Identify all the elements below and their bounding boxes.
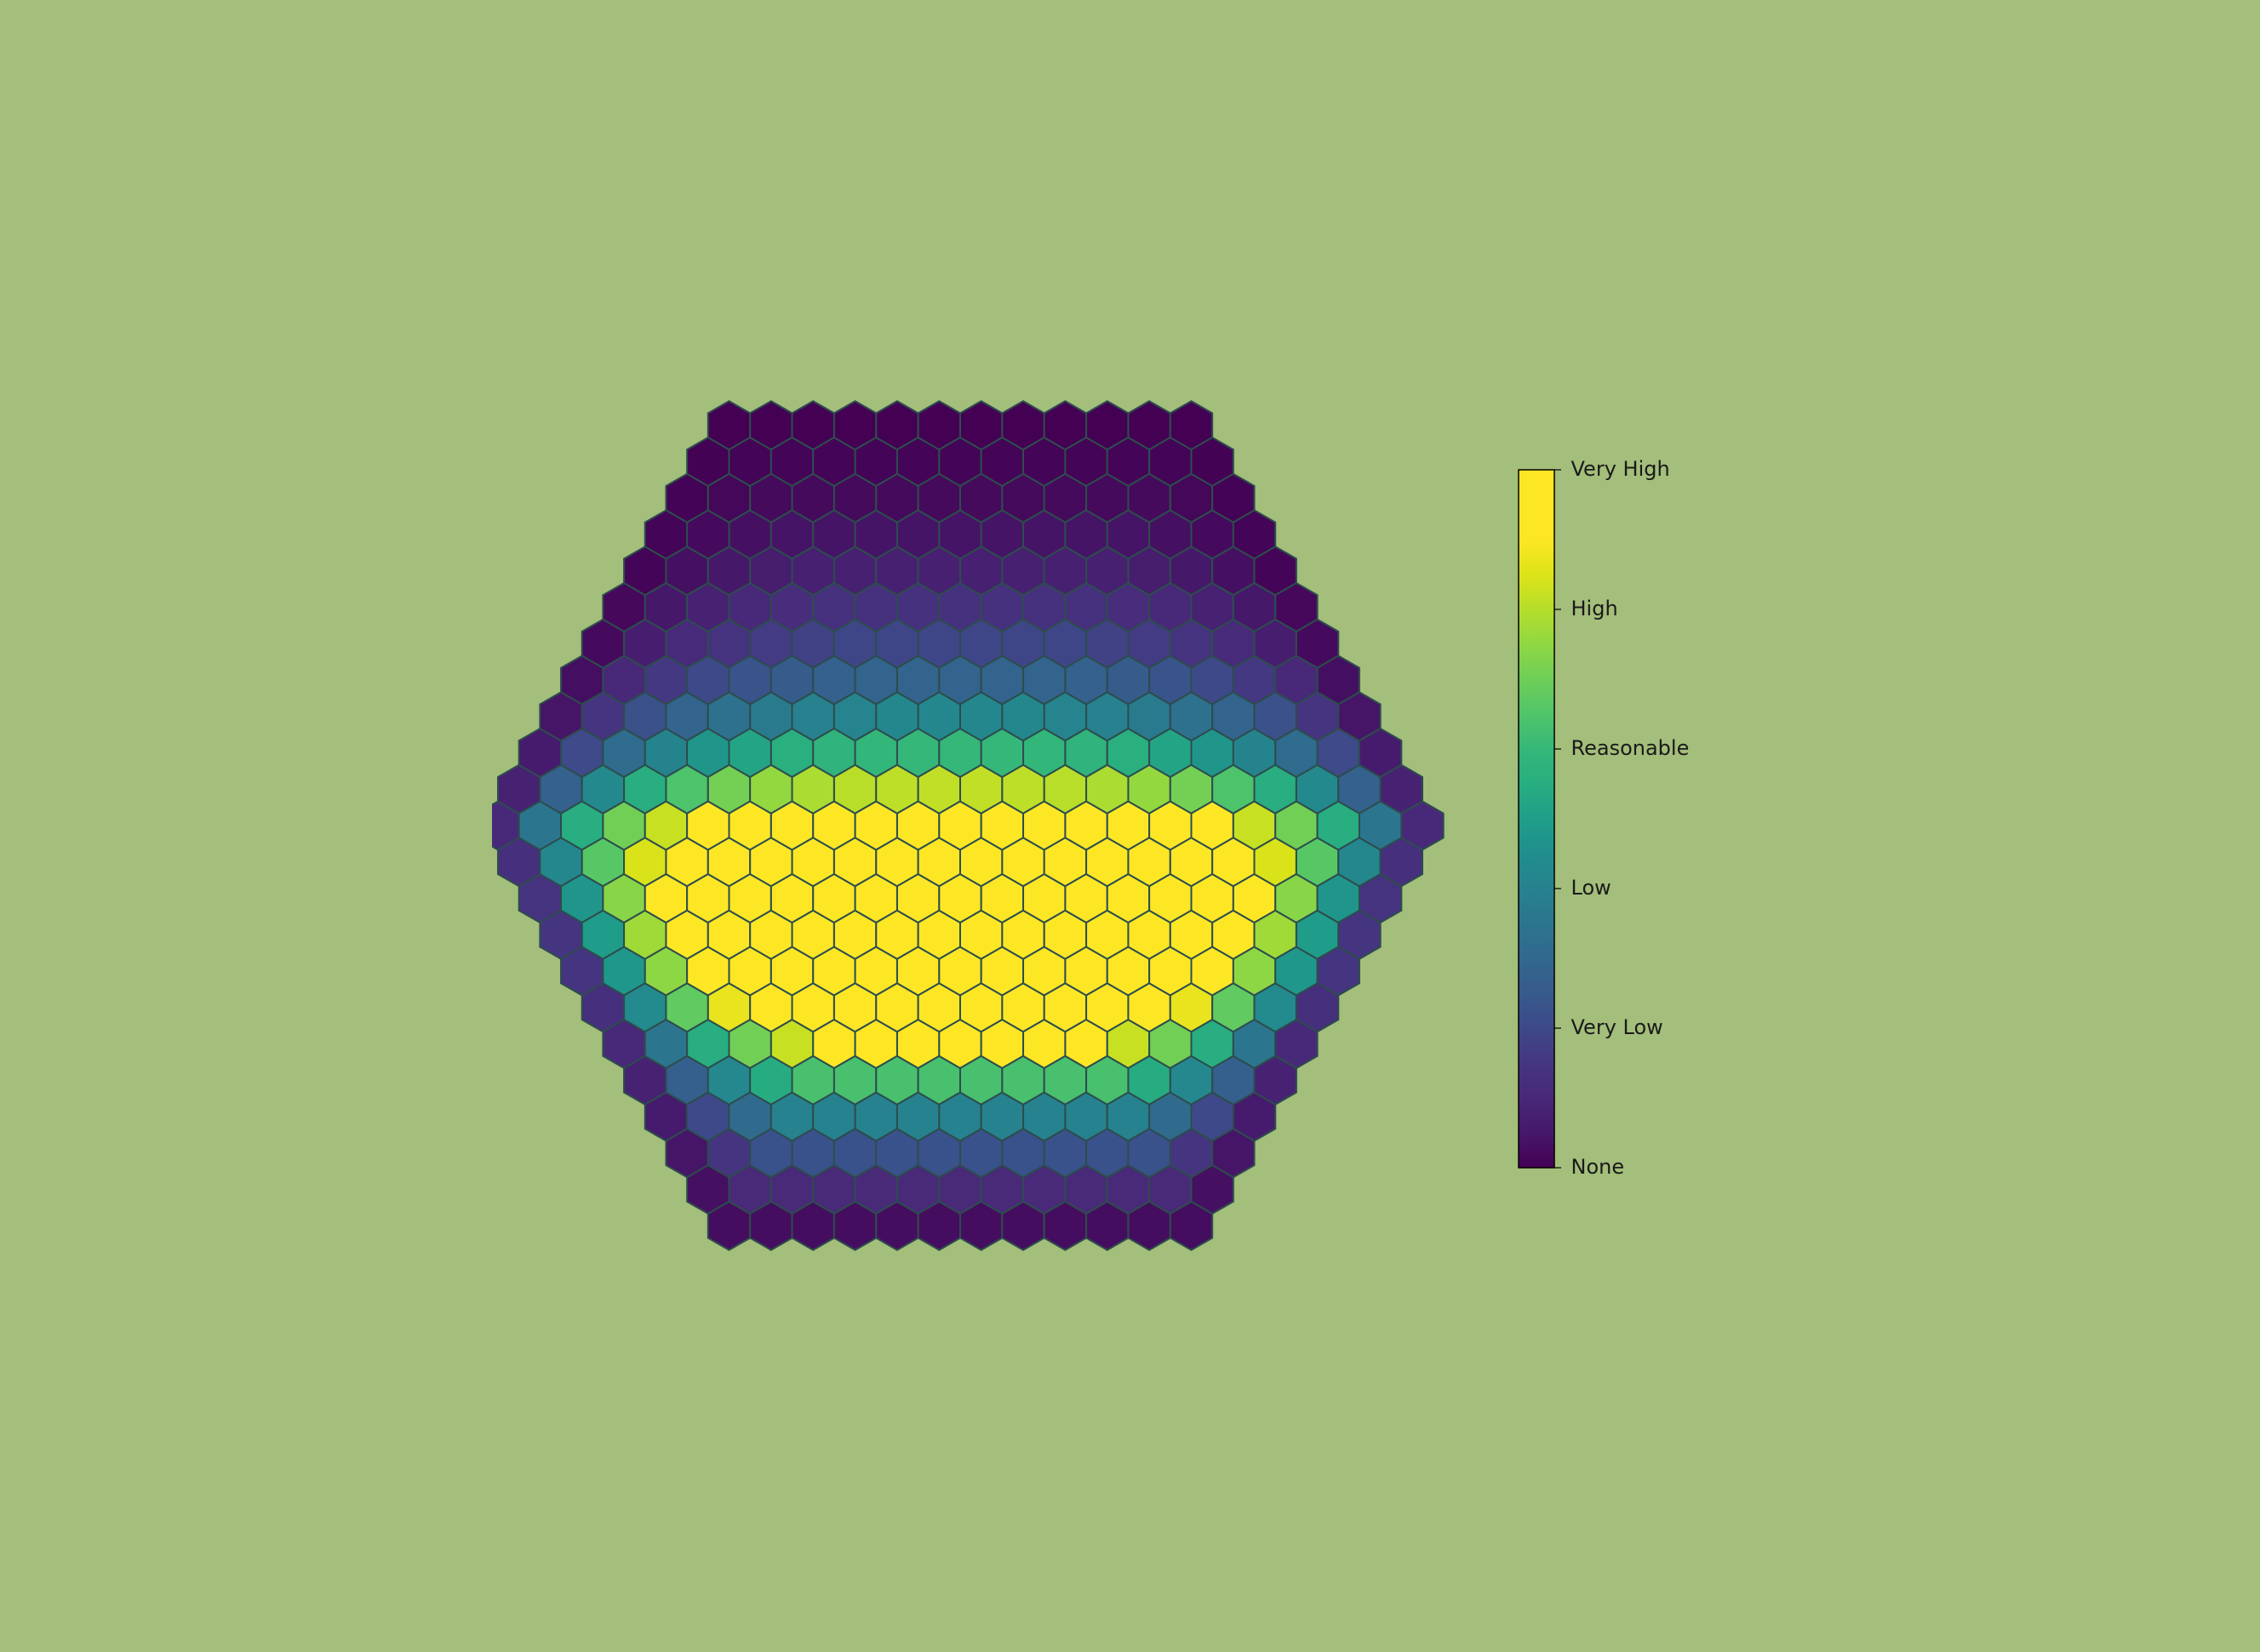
colorbar-gradient — [1519, 470, 1554, 1168]
colorbar-tick-label: High — [1571, 597, 1618, 620]
colorbar — [1519, 470, 1561, 1168]
colorbar-tick-label: None — [1571, 1155, 1625, 1179]
colorbar-tick-label: Very High — [1571, 457, 1670, 481]
colorbar-tick-label: Reasonable — [1571, 736, 1690, 760]
figure: None Very Low Low Reasonable High Very High — [492, 359, 1769, 1293]
colorbar-tick-label: Low — [1571, 876, 1611, 900]
figure-svg — [492, 359, 1769, 1293]
colorbar-tick-label: Very Low — [1571, 1015, 1663, 1039]
